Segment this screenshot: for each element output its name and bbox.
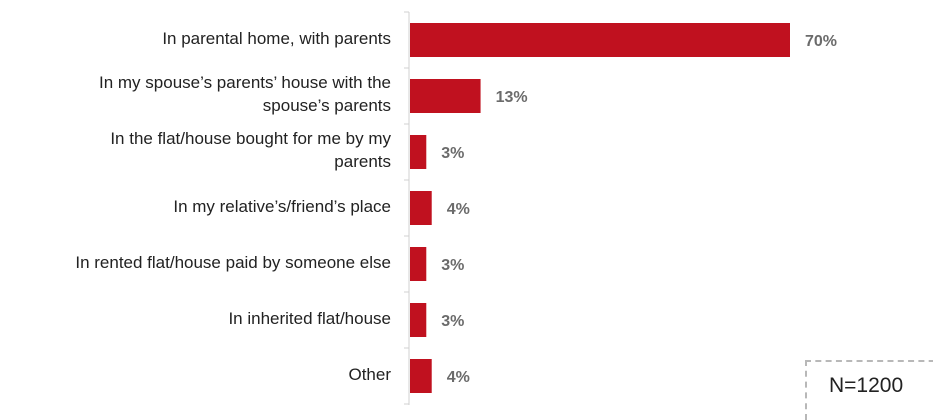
bar — [410, 191, 432, 225]
category-label-line: In inherited flat/house — [228, 308, 391, 328]
category-label-line: spouse’s parents — [262, 96, 391, 115]
category-label: In inherited flat/house — [228, 307, 391, 330]
bar — [410, 135, 427, 169]
category-label-line: Other — [348, 364, 391, 384]
y-axis-ticks — [404, 11, 409, 405]
bars — [410, 23, 790, 393]
category-label-line: In rented flat/house paid by someone els… — [75, 252, 391, 272]
value-label: 13% — [496, 89, 528, 106]
category-label-line: parents — [334, 152, 391, 171]
bar — [410, 79, 481, 113]
bar — [410, 23, 790, 57]
value-label: 3% — [441, 145, 464, 162]
sample-size-box: N=1200 — [805, 360, 933, 420]
category-label-line: In parental home, with parents — [162, 28, 391, 48]
bar — [410, 247, 427, 281]
bar — [410, 359, 432, 393]
category-label: In the flat/house bought for me by my par… — [110, 127, 391, 173]
value-label: 4% — [447, 369, 470, 386]
value-label: 3% — [441, 313, 464, 330]
category-label-line: In the flat/house bought for me by my — [110, 129, 391, 148]
value-label: 3% — [441, 257, 464, 274]
bar — [410, 303, 427, 337]
category-label: In parental home, with parents — [162, 27, 391, 50]
category-label: In rented flat/house paid by someone els… — [75, 251, 391, 274]
category-label-line: In my relative’s/friend’s place — [173, 196, 391, 216]
category-label-line: In my spouse’s parents’ house with the — [99, 73, 391, 92]
value-labels: 70% 13% 3% 4% 3% 3% 4% — [441, 33, 837, 386]
sample-size-label: N=1200 — [829, 374, 904, 397]
value-label: 70% — [805, 33, 837, 50]
value-label: 4% — [447, 201, 470, 218]
category-label: Other — [348, 363, 391, 386]
category-label: In my relative’s/friend’s place — [173, 195, 391, 218]
category-label: In my spouse’s parents’ house with the sp… — [99, 71, 391, 117]
